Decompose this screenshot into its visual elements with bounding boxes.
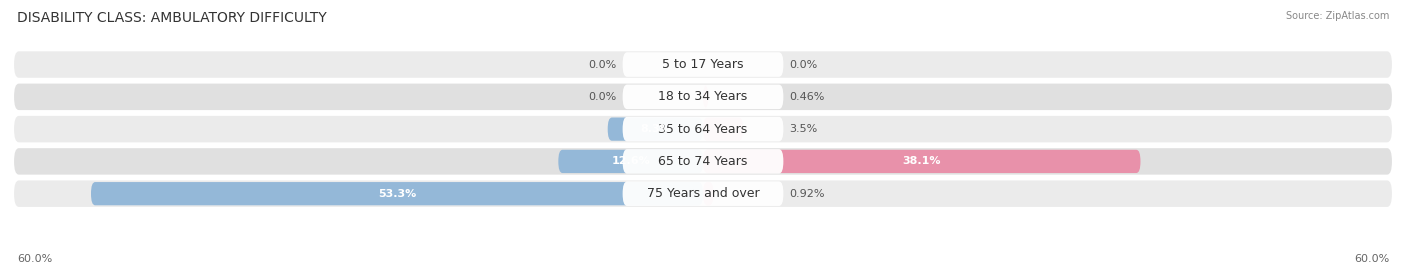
Text: 65 to 74 Years: 65 to 74 Years xyxy=(658,155,748,168)
Text: 5 to 17 Years: 5 to 17 Years xyxy=(662,58,744,71)
FancyBboxPatch shape xyxy=(623,149,783,174)
FancyBboxPatch shape xyxy=(91,182,703,205)
FancyBboxPatch shape xyxy=(14,51,1392,78)
Text: 35 to 64 Years: 35 to 64 Years xyxy=(658,123,748,136)
Text: 60.0%: 60.0% xyxy=(17,254,52,264)
Text: 0.0%: 0.0% xyxy=(789,59,817,70)
Text: 0.92%: 0.92% xyxy=(789,189,824,199)
Text: 75 Years and over: 75 Years and over xyxy=(647,187,759,200)
FancyBboxPatch shape xyxy=(14,180,1392,207)
Text: 38.1%: 38.1% xyxy=(903,156,941,167)
Text: 8.3%: 8.3% xyxy=(640,124,671,134)
Text: Source: ZipAtlas.com: Source: ZipAtlas.com xyxy=(1285,11,1389,21)
Text: 0.46%: 0.46% xyxy=(789,92,824,102)
Text: 53.3%: 53.3% xyxy=(378,189,416,199)
FancyBboxPatch shape xyxy=(623,52,783,77)
FancyBboxPatch shape xyxy=(703,85,709,108)
FancyBboxPatch shape xyxy=(623,117,783,141)
Text: 60.0%: 60.0% xyxy=(1354,254,1389,264)
FancyBboxPatch shape xyxy=(14,116,1392,142)
FancyBboxPatch shape xyxy=(14,148,1392,175)
FancyBboxPatch shape xyxy=(623,181,783,206)
FancyBboxPatch shape xyxy=(703,118,744,141)
FancyBboxPatch shape xyxy=(558,150,703,173)
Text: 0.0%: 0.0% xyxy=(589,92,617,102)
FancyBboxPatch shape xyxy=(623,84,783,109)
Text: 12.6%: 12.6% xyxy=(612,156,650,167)
FancyBboxPatch shape xyxy=(14,84,1392,110)
Text: 18 to 34 Years: 18 to 34 Years xyxy=(658,90,748,103)
Text: 0.0%: 0.0% xyxy=(589,59,617,70)
FancyBboxPatch shape xyxy=(703,150,1140,173)
Text: DISABILITY CLASS: AMBULATORY DIFFICULTY: DISABILITY CLASS: AMBULATORY DIFFICULTY xyxy=(17,11,326,25)
Text: 3.5%: 3.5% xyxy=(789,124,817,134)
FancyBboxPatch shape xyxy=(703,182,714,205)
FancyBboxPatch shape xyxy=(607,118,703,141)
